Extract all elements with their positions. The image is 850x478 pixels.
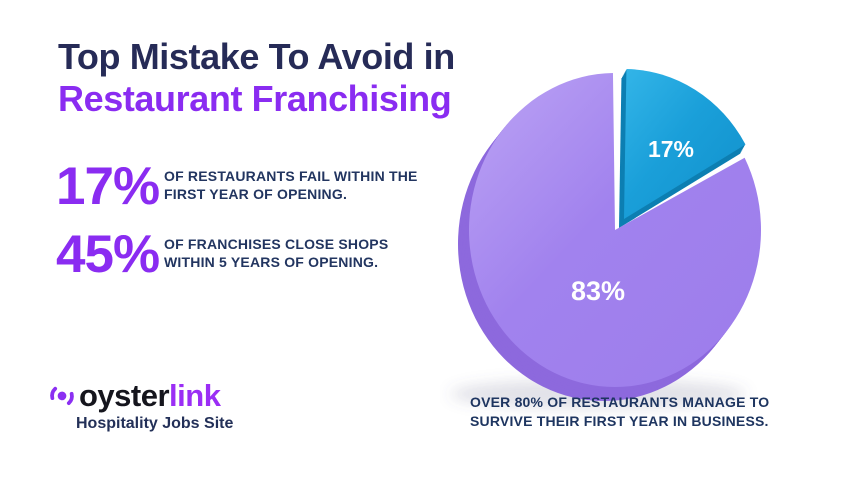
pie-slice-label-17%: 17%	[648, 136, 694, 162]
pie-slice-label-83%: 83%	[571, 276, 625, 306]
pie-slice-83%	[468, 73, 761, 387]
brand-name-link: link	[169, 377, 221, 413]
chart-caption: OVER 80% OF RESTAURANTS MANAGE TO SURVIV…	[470, 394, 770, 429]
pie-chart-svg: 17% 83%	[450, 69, 761, 409]
stat-value-45: 45%	[56, 225, 160, 284]
brand-name: oysterlink	[79, 377, 221, 413]
stat-row-45: 45% OF FRANCHISES CLOSE SHOPS WITHIN 5 Y…	[56, 228, 426, 281]
pie-slice-17%	[624, 69, 746, 219]
stat-value-17: 17%	[56, 157, 160, 216]
stat-row-17: 17% OF RESTAURANTS FAIL WITHIN THE FIRST…	[56, 160, 426, 213]
title-line-1: Top Mistake To Avoid in	[58, 36, 455, 77]
stat-description-17: OF RESTAURANTS FAIL WITHIN THE FIRST YEA…	[164, 168, 418, 203]
brand-tagline: Hospitality Jobs Site	[76, 415, 234, 432]
stat-description-45: OF FRANCHISES CLOSE SHOPS WITHIN 5 YEARS…	[164, 236, 389, 271]
pie-chart: 17% 83%	[440, 30, 850, 430]
pearl-icon	[50, 386, 74, 406]
brand-logo: oysterlink Hospitality Jobs Site	[46, 378, 233, 433]
brand-name-oyster: oyster	[79, 377, 170, 413]
title-line-2: Restaurant Franchising	[58, 77, 452, 119]
page-title: Top Mistake To Avoid in Restaurant Franc…	[58, 36, 455, 120]
